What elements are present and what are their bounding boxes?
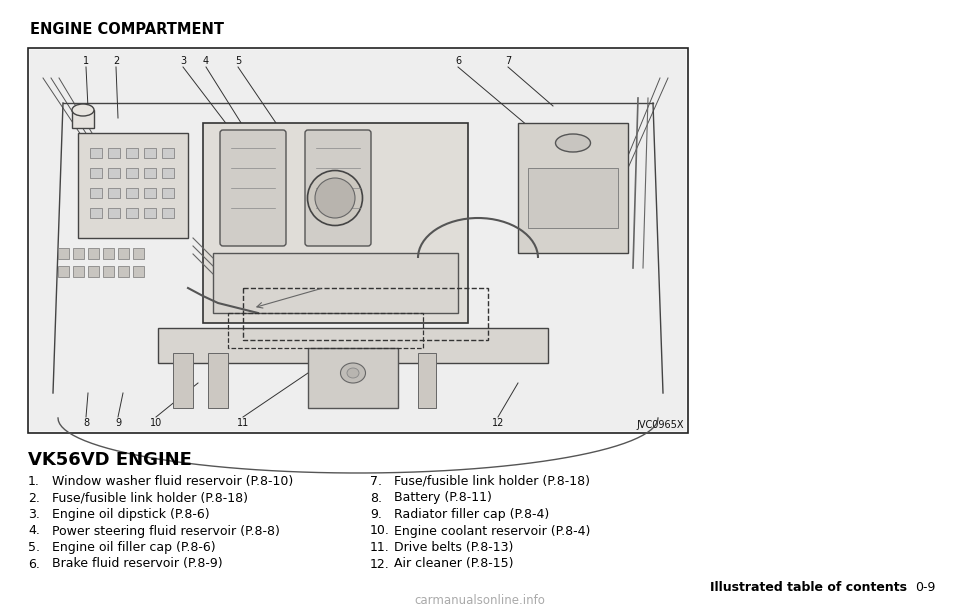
- Text: 8.: 8.: [370, 491, 382, 505]
- Text: 10: 10: [150, 418, 162, 428]
- Bar: [88, 266, 99, 277]
- Bar: [28, 48, 688, 433]
- Bar: [30, 50, 686, 431]
- Bar: [528, 168, 618, 228]
- Bar: [58, 266, 69, 277]
- Text: 5: 5: [235, 56, 241, 66]
- Bar: [72, 110, 94, 128]
- Text: 5.: 5.: [28, 541, 40, 554]
- Text: 6.: 6.: [28, 557, 40, 571]
- Text: Fuse/fusible link holder (P.8-18): Fuse/fusible link holder (P.8-18): [52, 491, 248, 505]
- Bar: [144, 188, 156, 198]
- Ellipse shape: [341, 363, 366, 383]
- Text: 7: 7: [505, 56, 511, 66]
- Text: 8: 8: [83, 418, 89, 428]
- Text: 2: 2: [113, 56, 119, 66]
- Ellipse shape: [556, 134, 590, 152]
- Text: Engine oil filler cap (P.8-6): Engine oil filler cap (P.8-6): [52, 541, 216, 554]
- Text: 6: 6: [455, 56, 461, 66]
- Bar: [243, 288, 488, 340]
- Bar: [118, 248, 129, 259]
- FancyBboxPatch shape: [220, 130, 286, 246]
- FancyBboxPatch shape: [305, 130, 371, 246]
- Ellipse shape: [307, 170, 363, 225]
- Bar: [108, 148, 120, 158]
- Bar: [173, 353, 193, 408]
- Bar: [126, 208, 138, 218]
- Bar: [418, 353, 436, 408]
- Text: Engine oil dipstick (P.8-6): Engine oil dipstick (P.8-6): [52, 508, 209, 521]
- Text: 3.: 3.: [28, 508, 40, 521]
- Bar: [144, 208, 156, 218]
- Text: 1: 1: [83, 56, 89, 66]
- Bar: [158, 328, 548, 363]
- Bar: [162, 168, 174, 178]
- Bar: [108, 208, 120, 218]
- Text: Illustrated table of contents: Illustrated table of contents: [710, 581, 907, 594]
- Text: 9: 9: [115, 418, 121, 428]
- Bar: [126, 168, 138, 178]
- Bar: [126, 148, 138, 158]
- Text: 4.: 4.: [28, 524, 40, 538]
- Bar: [133, 248, 144, 259]
- Text: 1.: 1.: [28, 475, 40, 488]
- Bar: [90, 168, 102, 178]
- Text: Radiator filler cap (P.8-4): Radiator filler cap (P.8-4): [394, 508, 549, 521]
- Bar: [126, 188, 138, 198]
- Text: 7.: 7.: [370, 475, 382, 488]
- Bar: [108, 168, 120, 178]
- Bar: [162, 208, 174, 218]
- Bar: [103, 266, 114, 277]
- Text: carmanualsonline.info: carmanualsonline.info: [415, 594, 545, 607]
- Text: Brake fluid reservoir (P.8-9): Brake fluid reservoir (P.8-9): [52, 557, 223, 571]
- Bar: [78, 133, 188, 238]
- Bar: [144, 148, 156, 158]
- Bar: [162, 188, 174, 198]
- Ellipse shape: [315, 178, 355, 218]
- Bar: [103, 248, 114, 259]
- Bar: [73, 248, 84, 259]
- Bar: [208, 353, 228, 408]
- Text: 9.: 9.: [370, 508, 382, 521]
- Text: 0-9: 0-9: [916, 581, 936, 594]
- Bar: [203, 123, 468, 323]
- Bar: [213, 253, 458, 313]
- Bar: [108, 188, 120, 198]
- Bar: [90, 188, 102, 198]
- Bar: [90, 208, 102, 218]
- Ellipse shape: [72, 104, 94, 116]
- Bar: [90, 148, 102, 158]
- Text: 4: 4: [203, 56, 209, 66]
- Bar: [162, 148, 174, 158]
- Bar: [88, 248, 99, 259]
- Bar: [228, 313, 423, 348]
- Text: 2.: 2.: [28, 491, 40, 505]
- Text: JVC0965X: JVC0965X: [636, 420, 684, 430]
- Text: 12: 12: [492, 418, 504, 428]
- Ellipse shape: [347, 368, 359, 378]
- Text: Power steering fluid reservoir (P.8-8): Power steering fluid reservoir (P.8-8): [52, 524, 280, 538]
- Text: Engine coolant reservoir (P.8-4): Engine coolant reservoir (P.8-4): [394, 524, 590, 538]
- Text: Drive belts (P.8-13): Drive belts (P.8-13): [394, 541, 514, 554]
- Bar: [378, 353, 396, 408]
- Bar: [58, 248, 69, 259]
- Text: 11.: 11.: [370, 541, 390, 554]
- Text: 3: 3: [180, 56, 186, 66]
- Bar: [308, 348, 398, 408]
- Text: 12.: 12.: [370, 557, 390, 571]
- Bar: [133, 266, 144, 277]
- Text: 11: 11: [237, 418, 250, 428]
- Text: VK56VD ENGINE: VK56VD ENGINE: [28, 451, 192, 469]
- Text: Window washer fluid reservoir (P.8-10): Window washer fluid reservoir (P.8-10): [52, 475, 293, 488]
- Bar: [518, 123, 628, 253]
- Bar: [73, 266, 84, 277]
- Text: 10.: 10.: [370, 524, 390, 538]
- Bar: [144, 168, 156, 178]
- Text: Battery (P.8-11): Battery (P.8-11): [394, 491, 492, 505]
- Bar: [118, 266, 129, 277]
- Text: Air cleaner (P.8-15): Air cleaner (P.8-15): [394, 557, 514, 571]
- Text: ENGINE COMPARTMENT: ENGINE COMPARTMENT: [30, 22, 224, 37]
- Text: Fuse/fusible link holder (P.8-18): Fuse/fusible link holder (P.8-18): [394, 475, 590, 488]
